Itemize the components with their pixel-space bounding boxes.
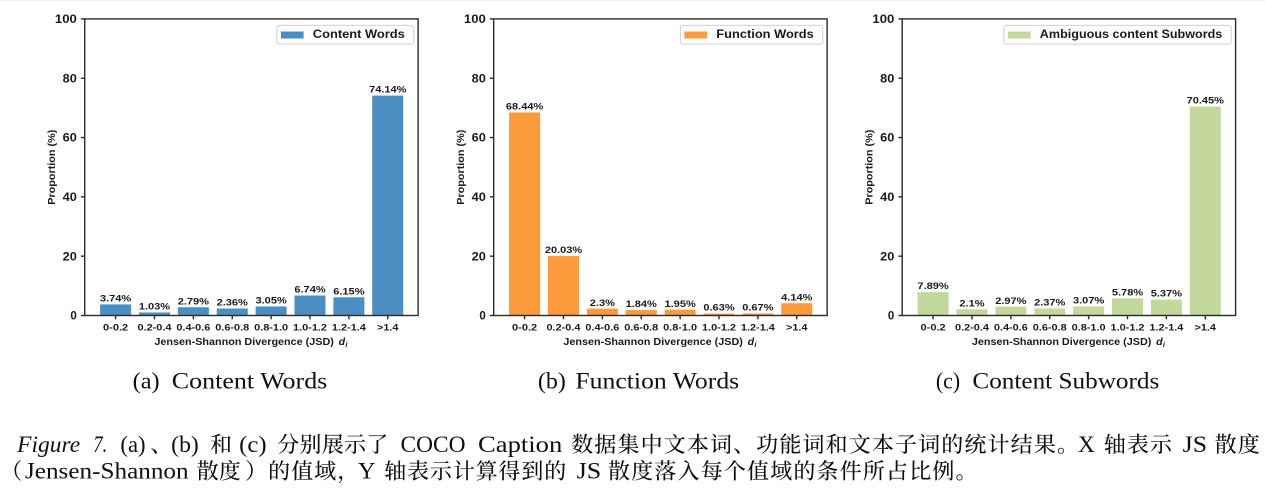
svg-text:5.78%: 5.78%: [1112, 287, 1144, 298]
svg-text:>1.4: >1.4: [377, 322, 399, 333]
svg-text:Y: Y: [358, 459, 376, 484]
svg-text:20.03%: 20.03%: [545, 245, 583, 256]
svg-text:1.84%: 1.84%: [626, 299, 658, 310]
svg-text:6.74%: 6.74%: [294, 285, 326, 296]
svg-text:20: 20: [63, 251, 77, 263]
svg-text:20: 20: [880, 251, 894, 263]
svg-text:Proportion (%): Proportion (%): [863, 130, 875, 205]
svg-text:0.8-1.0: 0.8-1.0: [1072, 322, 1106, 333]
svg-text:60: 60: [880, 133, 894, 145]
svg-text:100: 100: [872, 14, 894, 26]
svg-text:0.8-1.0: 0.8-1.0: [254, 322, 288, 333]
svg-text:2.3%: 2.3%: [590, 298, 616, 309]
svg-text:0-0.2: 0-0.2: [921, 322, 946, 333]
svg-text:X: X: [1078, 432, 1095, 457]
svg-text:>1.4: >1.4: [786, 322, 808, 333]
svg-text:d: d: [1156, 336, 1163, 348]
svg-text:0: 0: [479, 311, 485, 323]
svg-text:0: 0: [70, 311, 76, 323]
svg-text:Content Words: Content Words: [313, 29, 405, 41]
svg-text:(b): (b): [538, 368, 566, 393]
svg-text:0.2-0.4: 0.2-0.4: [546, 322, 581, 333]
svg-text:100: 100: [55, 14, 77, 26]
svg-text:JS: JS: [577, 459, 602, 484]
svg-text:1.2-1.4: 1.2-1.4: [332, 322, 367, 333]
svg-text:(c): (c): [239, 432, 266, 457]
svg-text:2.79%: 2.79%: [178, 296, 210, 307]
svg-text:0.6-0.8: 0.6-0.8: [1033, 322, 1067, 333]
svg-text:0.8-1.0: 0.8-1.0: [663, 322, 697, 333]
svg-text:80: 80: [63, 73, 77, 85]
svg-text:(c): (c): [936, 368, 960, 393]
svg-text:(a): (a): [120, 432, 145, 457]
svg-text:4.14%: 4.14%: [781, 292, 813, 303]
svg-text:3.07%: 3.07%: [1073, 295, 1105, 306]
svg-text:Ambiguous content Subwords: Ambiguous content Subwords: [1040, 29, 1223, 41]
svg-text:0.63%: 0.63%: [703, 303, 735, 314]
svg-text:Jensen-Shannon: Jensen-Shannon: [25, 459, 189, 484]
svg-text:5.37%: 5.37%: [1151, 289, 1183, 300]
svg-text:(a): (a): [133, 368, 160, 393]
svg-text:0.6-0.8: 0.6-0.8: [624, 322, 658, 333]
svg-text:Proportion (%): Proportion (%): [455, 130, 467, 205]
svg-text:0.4-0.6: 0.4-0.6: [994, 322, 1028, 333]
svg-text:60: 60: [63, 133, 77, 145]
svg-text:2.36%: 2.36%: [217, 298, 249, 309]
svg-text:JS: JS: [1183, 432, 1207, 457]
svg-text:d: d: [339, 336, 346, 348]
svg-text:>1.4: >1.4: [1195, 322, 1217, 333]
svg-text:2.1%: 2.1%: [959, 298, 985, 309]
svg-text:Caption: Caption: [478, 432, 563, 457]
svg-text:60: 60: [472, 133, 486, 145]
svg-text:40: 40: [63, 192, 77, 204]
svg-text:0: 0: [888, 311, 894, 323]
svg-text:(b): (b): [171, 432, 199, 457]
svg-text:Content Subwords: Content Subwords: [972, 368, 1159, 393]
svg-text:7.89%: 7.89%: [917, 281, 949, 292]
svg-text:i: i: [1163, 340, 1166, 349]
svg-text:80: 80: [472, 73, 486, 85]
svg-text:80: 80: [880, 73, 894, 85]
svg-text:Jensen-Shannon Divergence (JSD: Jensen-Shannon Divergence (JSD): [154, 336, 334, 348]
svg-text:i: i: [754, 340, 757, 349]
svg-text:1.2-1.4: 1.2-1.4: [1149, 322, 1184, 333]
svg-text:2.97%: 2.97%: [995, 296, 1027, 307]
svg-text:1.0-1.2: 1.0-1.2: [1111, 322, 1145, 333]
svg-text:i: i: [345, 340, 348, 349]
svg-text:6.15%: 6.15%: [333, 286, 365, 297]
svg-text:0-0.2: 0-0.2: [103, 322, 128, 333]
svg-text:1.0-1.2: 1.0-1.2: [293, 322, 327, 333]
svg-text:0.6-0.8: 0.6-0.8: [215, 322, 249, 333]
svg-text:Figure: Figure: [16, 432, 80, 457]
svg-text:d: d: [748, 336, 755, 348]
svg-text:7.: 7.: [93, 432, 107, 457]
svg-text:68.44%: 68.44%: [506, 102, 544, 113]
svg-text:Jensen-Shannon Divergence (JSD: Jensen-Shannon Divergence (JSD): [972, 336, 1152, 348]
svg-text:1.0-1.2: 1.0-1.2: [702, 322, 736, 333]
svg-text:Content Words: Content Words: [172, 368, 328, 393]
svg-text:3.74%: 3.74%: [100, 294, 132, 305]
svg-text:40: 40: [472, 192, 486, 204]
svg-text:70.45%: 70.45%: [1187, 96, 1225, 107]
svg-text:0.2-0.4: 0.2-0.4: [955, 322, 990, 333]
svg-text:Proportion (%): Proportion (%): [46, 130, 58, 205]
svg-text:0-0.2: 0-0.2: [512, 322, 537, 333]
svg-text:0.2-0.4: 0.2-0.4: [137, 322, 172, 333]
svg-text:100: 100: [464, 14, 486, 26]
svg-text:2.37%: 2.37%: [1034, 298, 1066, 309]
svg-text:COCO: COCO: [401, 432, 466, 457]
svg-text:Jensen-Shannon Divergence (JSD: Jensen-Shannon Divergence (JSD): [563, 336, 743, 348]
svg-text:Function Words: Function Words: [716, 29, 814, 41]
svg-text:20: 20: [472, 251, 486, 263]
svg-text:1.2-1.4: 1.2-1.4: [741, 322, 776, 333]
svg-text:0.67%: 0.67%: [742, 303, 774, 314]
svg-text:1.95%: 1.95%: [664, 299, 696, 310]
svg-text:3.05%: 3.05%: [255, 296, 287, 307]
svg-text:40: 40: [880, 192, 894, 204]
svg-text:1.03%: 1.03%: [139, 302, 171, 313]
svg-text:Function Words: Function Words: [575, 368, 739, 393]
svg-text:0.4-0.6: 0.4-0.6: [585, 322, 619, 333]
svg-text:74.14%: 74.14%: [369, 85, 407, 96]
svg-text:0.4-0.6: 0.4-0.6: [176, 322, 210, 333]
